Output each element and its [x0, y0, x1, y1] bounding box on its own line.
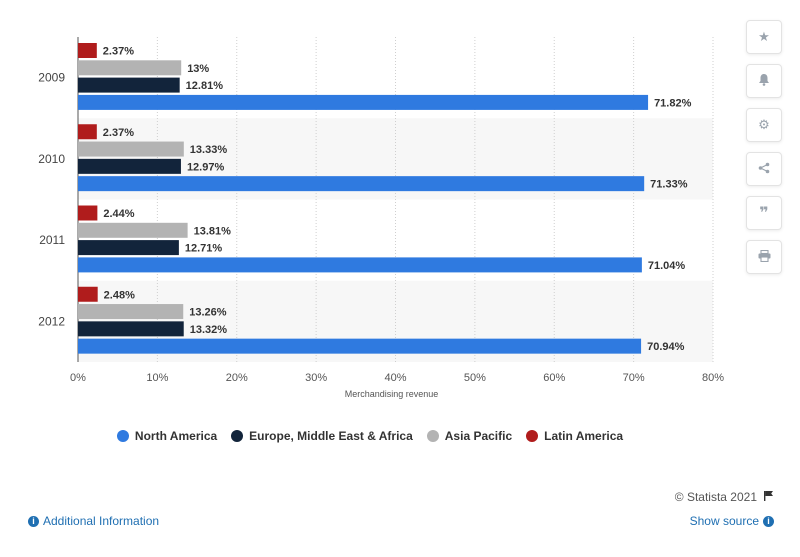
settings-button[interactable]: ⚙	[746, 108, 782, 142]
x-tick-label: 40%	[384, 372, 406, 384]
star-icon: ★	[758, 29, 770, 44]
bar	[78, 158, 181, 174]
legend-item-latin-america[interactable]: Latin America	[526, 429, 623, 443]
data-label: 13.81%	[194, 225, 232, 237]
data-label: 12.97%	[187, 161, 225, 173]
gear-icon: ⚙	[758, 117, 770, 132]
bar	[78, 222, 188, 238]
category-label: 2010	[38, 152, 65, 166]
bar	[78, 286, 98, 302]
additional-info-label: Additional Information	[43, 514, 160, 528]
data-label: 70.94%	[647, 341, 685, 353]
x-tick-label: 30%	[305, 372, 327, 384]
print-icon	[758, 249, 771, 265]
share-button[interactable]	[746, 152, 782, 186]
bar	[78, 338, 642, 354]
data-label: 12.71%	[185, 243, 223, 255]
additional-information-link[interactable]: i Additional Information	[28, 514, 159, 528]
legend-label: Asia Pacific	[444, 429, 513, 443]
data-label: 13.26%	[189, 307, 227, 319]
statista-credit: © Statista 2021	[675, 490, 774, 504]
legend-label: Europe, Middle East & Africa	[249, 429, 413, 443]
data-label: 2.48%	[104, 289, 135, 301]
x-tick-label: 20%	[226, 372, 248, 384]
legend-dot	[231, 430, 244, 442]
quote-icon: ❞	[759, 205, 769, 222]
data-label: 13.33%	[190, 144, 228, 156]
x-tick-label: 10%	[146, 372, 168, 384]
legend-item-emea[interactable]: Europe, Middle East & Africa	[231, 429, 413, 443]
bar	[78, 240, 179, 256]
legend-label: Latin America	[544, 429, 624, 443]
sidebar-toolbar: ★ ⚙ ❞	[746, 20, 782, 284]
credit-text: © Statista 2021	[674, 490, 757, 504]
legend-item-asia-pacific[interactable]: Asia Pacific	[426, 429, 513, 443]
show-source-link[interactable]: Show source i	[690, 514, 774, 528]
category-label: 2009	[38, 71, 65, 85]
category-label: 2012	[38, 314, 65, 328]
info-icon: i	[28, 515, 39, 527]
bar	[78, 176, 645, 192]
legend: North America Europe, Middle East & Afri…	[0, 429, 740, 443]
show-source-label: Show source	[689, 514, 759, 528]
x-tick-label: 70%	[623, 372, 645, 384]
data-label: 12.81%	[186, 80, 224, 92]
bar	[78, 321, 184, 337]
bar-chart: 0% 10% 20% 30% 40% 50% 60% 70% 80% Merchandising …	[38, 37, 724, 399]
bell-icon	[758, 73, 770, 89]
data-label: 2.37%	[103, 46, 134, 58]
bar	[78, 141, 184, 157]
legend-dot	[526, 430, 539, 442]
bar	[78, 43, 97, 58]
data-label: 13%	[187, 63, 209, 75]
bar	[78, 124, 97, 140]
info-icon: i	[763, 515, 774, 527]
legend-dot	[116, 430, 129, 442]
x-tick-label: 50%	[464, 372, 486, 384]
x-tick-label: 80%	[702, 372, 724, 384]
flag-icon	[763, 490, 774, 504]
data-label: 13.32%	[190, 324, 228, 336]
x-tick-label: 60%	[543, 372, 565, 384]
legend-label: North America	[134, 429, 218, 443]
legend-dot	[426, 430, 439, 442]
data-label: 2.37%	[103, 127, 134, 139]
favorite-button[interactable]: ★	[746, 20, 782, 54]
share-icon	[758, 162, 770, 177]
bar	[78, 77, 180, 93]
data-label: 71.04%	[648, 260, 686, 272]
legend-item-north-america[interactable]: North America	[116, 429, 218, 443]
cite-button[interactable]: ❞	[746, 196, 782, 230]
x-axis-title: Merchandising revenue	[345, 389, 439, 399]
bar	[78, 205, 98, 221]
bar	[78, 60, 182, 76]
bar	[78, 94, 649, 110]
bar	[78, 304, 184, 320]
category-label: 2011	[39, 233, 65, 247]
x-tick-label: 0%	[70, 372, 86, 384]
data-label: 71.33%	[650, 179, 688, 191]
notification-button[interactable]	[746, 64, 782, 98]
data-label: 71.82%	[654, 97, 692, 109]
bar	[78, 257, 642, 273]
print-button[interactable]	[746, 240, 782, 274]
data-label: 2.44%	[103, 208, 134, 220]
